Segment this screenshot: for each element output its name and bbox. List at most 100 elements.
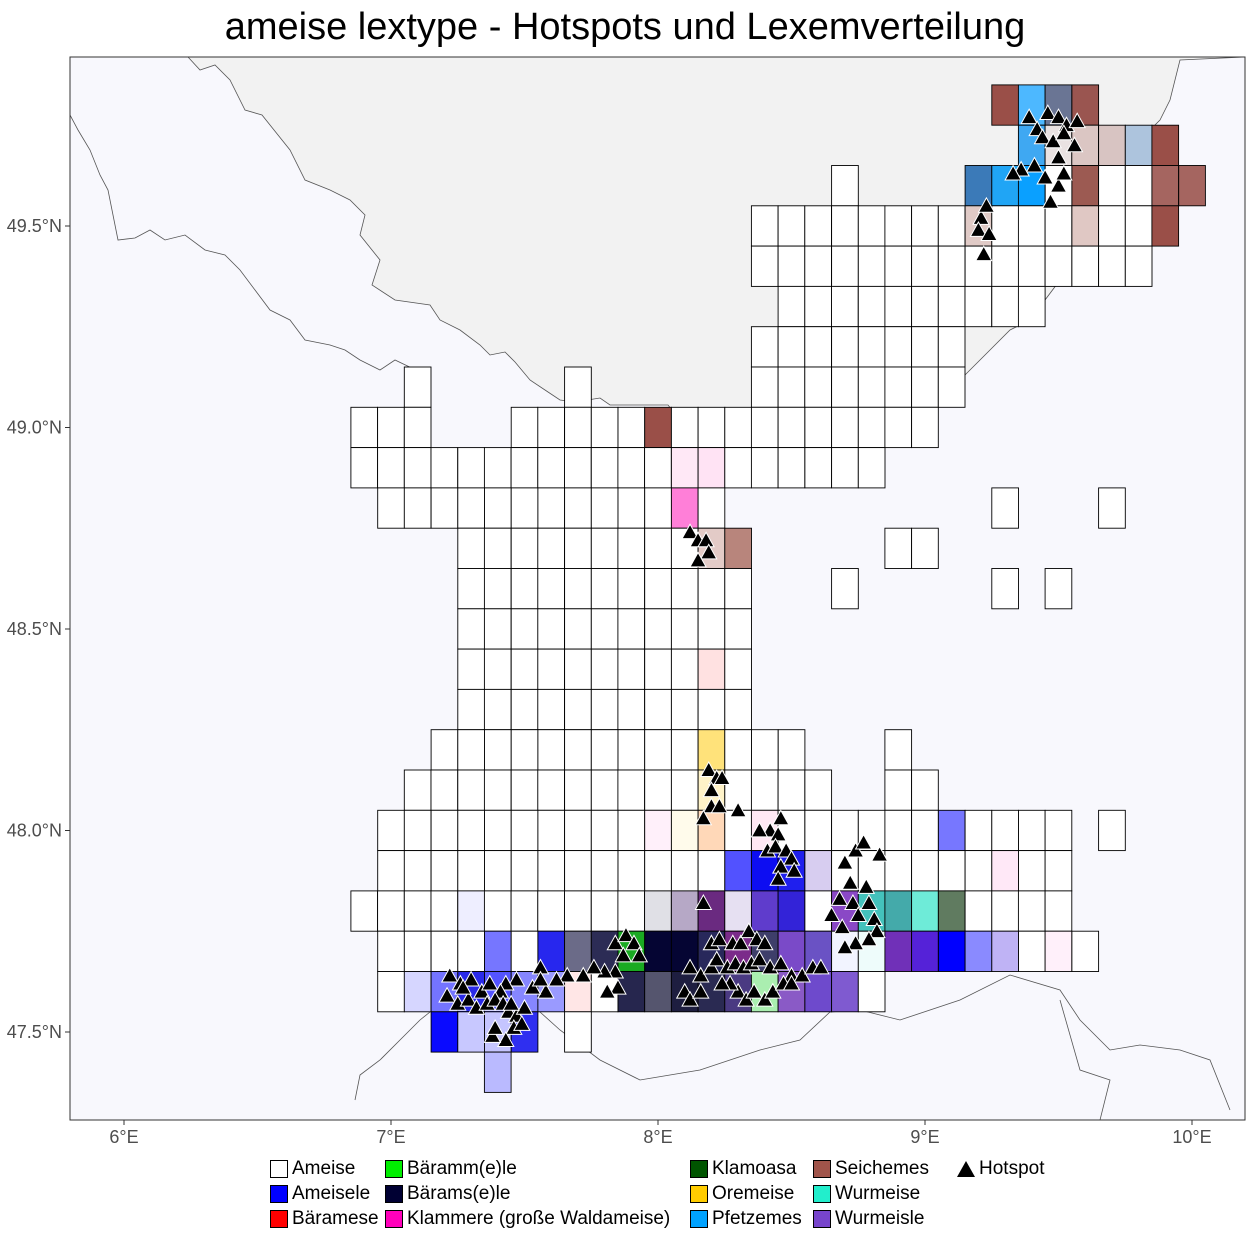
grid-cell: [804, 285, 832, 328]
hotspot-marker: [822, 906, 841, 923]
grid-cell: [884, 205, 913, 247]
grid-cell: [1124, 165, 1153, 207]
grid-cell: [403, 850, 432, 892]
hotspot-marker: [515, 998, 534, 1015]
grid-cell: [831, 366, 859, 408]
grid-cell: [644, 971, 672, 1013]
grid-cell: [537, 406, 565, 449]
legend-label: Klamoasa: [712, 1158, 797, 1179]
grid-cell: [1124, 124, 1153, 166]
grid-cell: [911, 326, 939, 368]
grid-cell: [403, 890, 432, 932]
grid-cell: [1124, 205, 1153, 247]
grid-cell: [884, 890, 913, 932]
hotspot-marker: [972, 208, 990, 225]
grid-cell: [937, 890, 966, 932]
grid-cell: [617, 447, 646, 489]
x-tick-label: 10°E: [1172, 1127, 1211, 1147]
grid-cell: [804, 406, 833, 449]
grid-cell: [937, 245, 966, 287]
legend-item: Bärams(e)le: [385, 1183, 510, 1205]
grid-cell: [1178, 165, 1206, 207]
grid-cell: [377, 406, 405, 449]
grid-cell: [857, 366, 886, 408]
legend-swatch: [385, 1185, 403, 1203]
hotspot-marker: [480, 974, 499, 991]
grid-cell: [590, 527, 619, 569]
hotspot-marker: [617, 926, 635, 943]
grid-cell: [750, 366, 779, 408]
legend-swatch: [270, 1185, 288, 1203]
x-axis: 6°E 7°E 8°E 9°E 10°E: [109, 1120, 1212, 1147]
hotspot-marker: [729, 801, 747, 818]
grid-cell: [590, 648, 619, 690]
grid-cell: [430, 1011, 459, 1053]
grid-cell: [777, 890, 806, 932]
grid-cell: [911, 930, 939, 972]
chart-title: ameise lextype - Hotspots und Lexemverte…: [224, 6, 1026, 48]
grid-cell: [537, 648, 565, 690]
hotspot-marker: [1049, 176, 1068, 193]
hotspot-marker: [870, 845, 889, 862]
legend-swatch: [813, 1185, 831, 1203]
grid-cell: [403, 406, 432, 449]
grid-cell: [670, 688, 699, 731]
grid-cell: [617, 608, 646, 650]
hotspot-marker: [766, 837, 785, 854]
hotspot-marker: [606, 934, 625, 951]
legend-label: Ameisele: [292, 1183, 371, 1204]
hotspot-marker: [750, 950, 769, 967]
hotspot-marker: [785, 861, 804, 878]
grid-cell: [697, 568, 726, 610]
grid-cell: [724, 729, 752, 771]
grid-cell: [644, 568, 672, 610]
grid-cell: [564, 688, 592, 731]
hotspot-marker: [782, 849, 801, 866]
grid-cell: [457, 769, 485, 811]
grid-cell: [457, 608, 485, 650]
hotspot-marker: [681, 990, 699, 1007]
hotspot-marker: [769, 869, 787, 886]
grid-cell: [483, 769, 512, 811]
grid-cell: [377, 971, 405, 1013]
grid-cell: [483, 568, 512, 610]
hotspot-marker: [691, 982, 710, 999]
grid-cell: [750, 205, 779, 247]
grid-cell: [430, 850, 459, 892]
grid-cell: [590, 447, 619, 489]
hotspot-marker: [793, 966, 812, 983]
hotspot-marker: [750, 821, 769, 838]
hotspot-marker: [472, 982, 491, 999]
grid-cell: [911, 850, 939, 892]
grid-cell: [457, 447, 485, 489]
hotspot-marker: [681, 958, 699, 975]
x-tick-label: 8°E: [643, 1127, 672, 1147]
grid-cell: [564, 809, 592, 852]
grid-cell: [564, 930, 592, 972]
grid-cell: [617, 769, 646, 811]
hotspot-marker: [1054, 164, 1073, 181]
grid-cell: [510, 568, 539, 610]
grid-cell: [991, 568, 1019, 610]
border-line-west: [70, 114, 421, 373]
grid-cell: [777, 205, 806, 247]
grid-cell: [510, 809, 539, 852]
grid-cell: [430, 487, 459, 529]
hotspot-marker: [846, 841, 865, 858]
grid-cell: [884, 729, 913, 771]
grid-cell: [670, 729, 699, 771]
grid-cell: [937, 326, 966, 368]
hotspot-marker: [1020, 108, 1038, 125]
grid-cell: [483, 648, 512, 690]
grid-cell: [1044, 245, 1073, 287]
grid-cell: [857, 447, 886, 489]
hotspot-marker: [558, 966, 577, 983]
grid-cell: [804, 245, 832, 287]
grid-cell: [911, 527, 939, 569]
grid-cell: [377, 890, 405, 932]
x-tick-label: 6°E: [109, 1127, 138, 1147]
hotspot-marker: [606, 962, 625, 979]
grid-cell: [697, 447, 726, 489]
grid-cell: [670, 447, 699, 489]
grid-cell: [724, 890, 752, 932]
